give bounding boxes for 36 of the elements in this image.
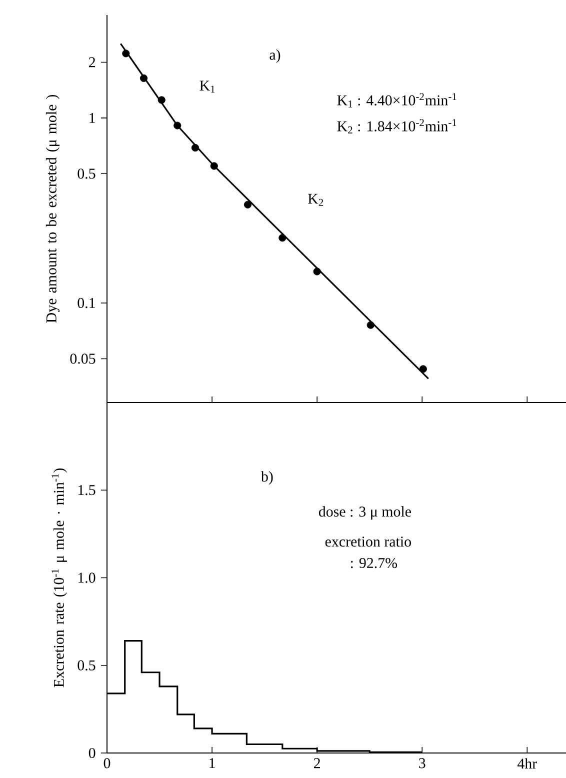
y-tick-label: 0.05 [70,354,96,364]
y-tick-label: 2 [89,57,95,68]
y-axis-title: Dye amount to be excreted (μ mole ) [46,95,60,323]
x-tick-label: 0 [104,758,110,768]
annotation: K$_{2}$ [308,194,324,206]
y-tick-label: 0.5 [78,168,96,179]
y-tick-label: 1.5 [78,485,96,496]
y-tick-label: 1.0 [78,572,96,583]
point [313,268,321,276]
annotation: a) [270,49,280,63]
annotation: K$_{1}$ [200,80,215,93]
annotation: excretion ratio [325,536,411,547]
x-tick-label: 4hr [517,758,537,769]
annotation: dose : 3 μ mole [318,506,411,520]
point [158,96,166,104]
y-tick-label: 0.1 [78,298,95,308]
point [122,50,130,58]
y-tick-label: 1 [90,113,95,123]
annotation: K$_{2}$ : 1.84×10$^{-2}$min$^{-1}$ [337,119,456,134]
annotation: : 92.7% [351,558,398,568]
x-tick-label: 2 [314,758,320,768]
y-axis-title: Excretion rate (10$^{-1}$ μ mole · min$^{-1}$) [52,468,67,688]
y-tick-label: 0 [88,748,96,758]
point [244,200,252,208]
annotation: K$_{1}$ : 4.40×10$^{-2}$min$^{-1}$ [337,93,456,108]
point [366,321,374,329]
x-tick-label: 3 [419,758,426,768]
point [174,122,182,130]
x-tick-label: 1 [210,758,215,768]
y-tick-label: 0.5 [78,660,96,670]
point [140,74,148,82]
point [191,144,200,152]
point [278,234,286,242]
point [419,365,427,373]
annotation: b) [260,471,273,485]
point [210,162,218,170]
